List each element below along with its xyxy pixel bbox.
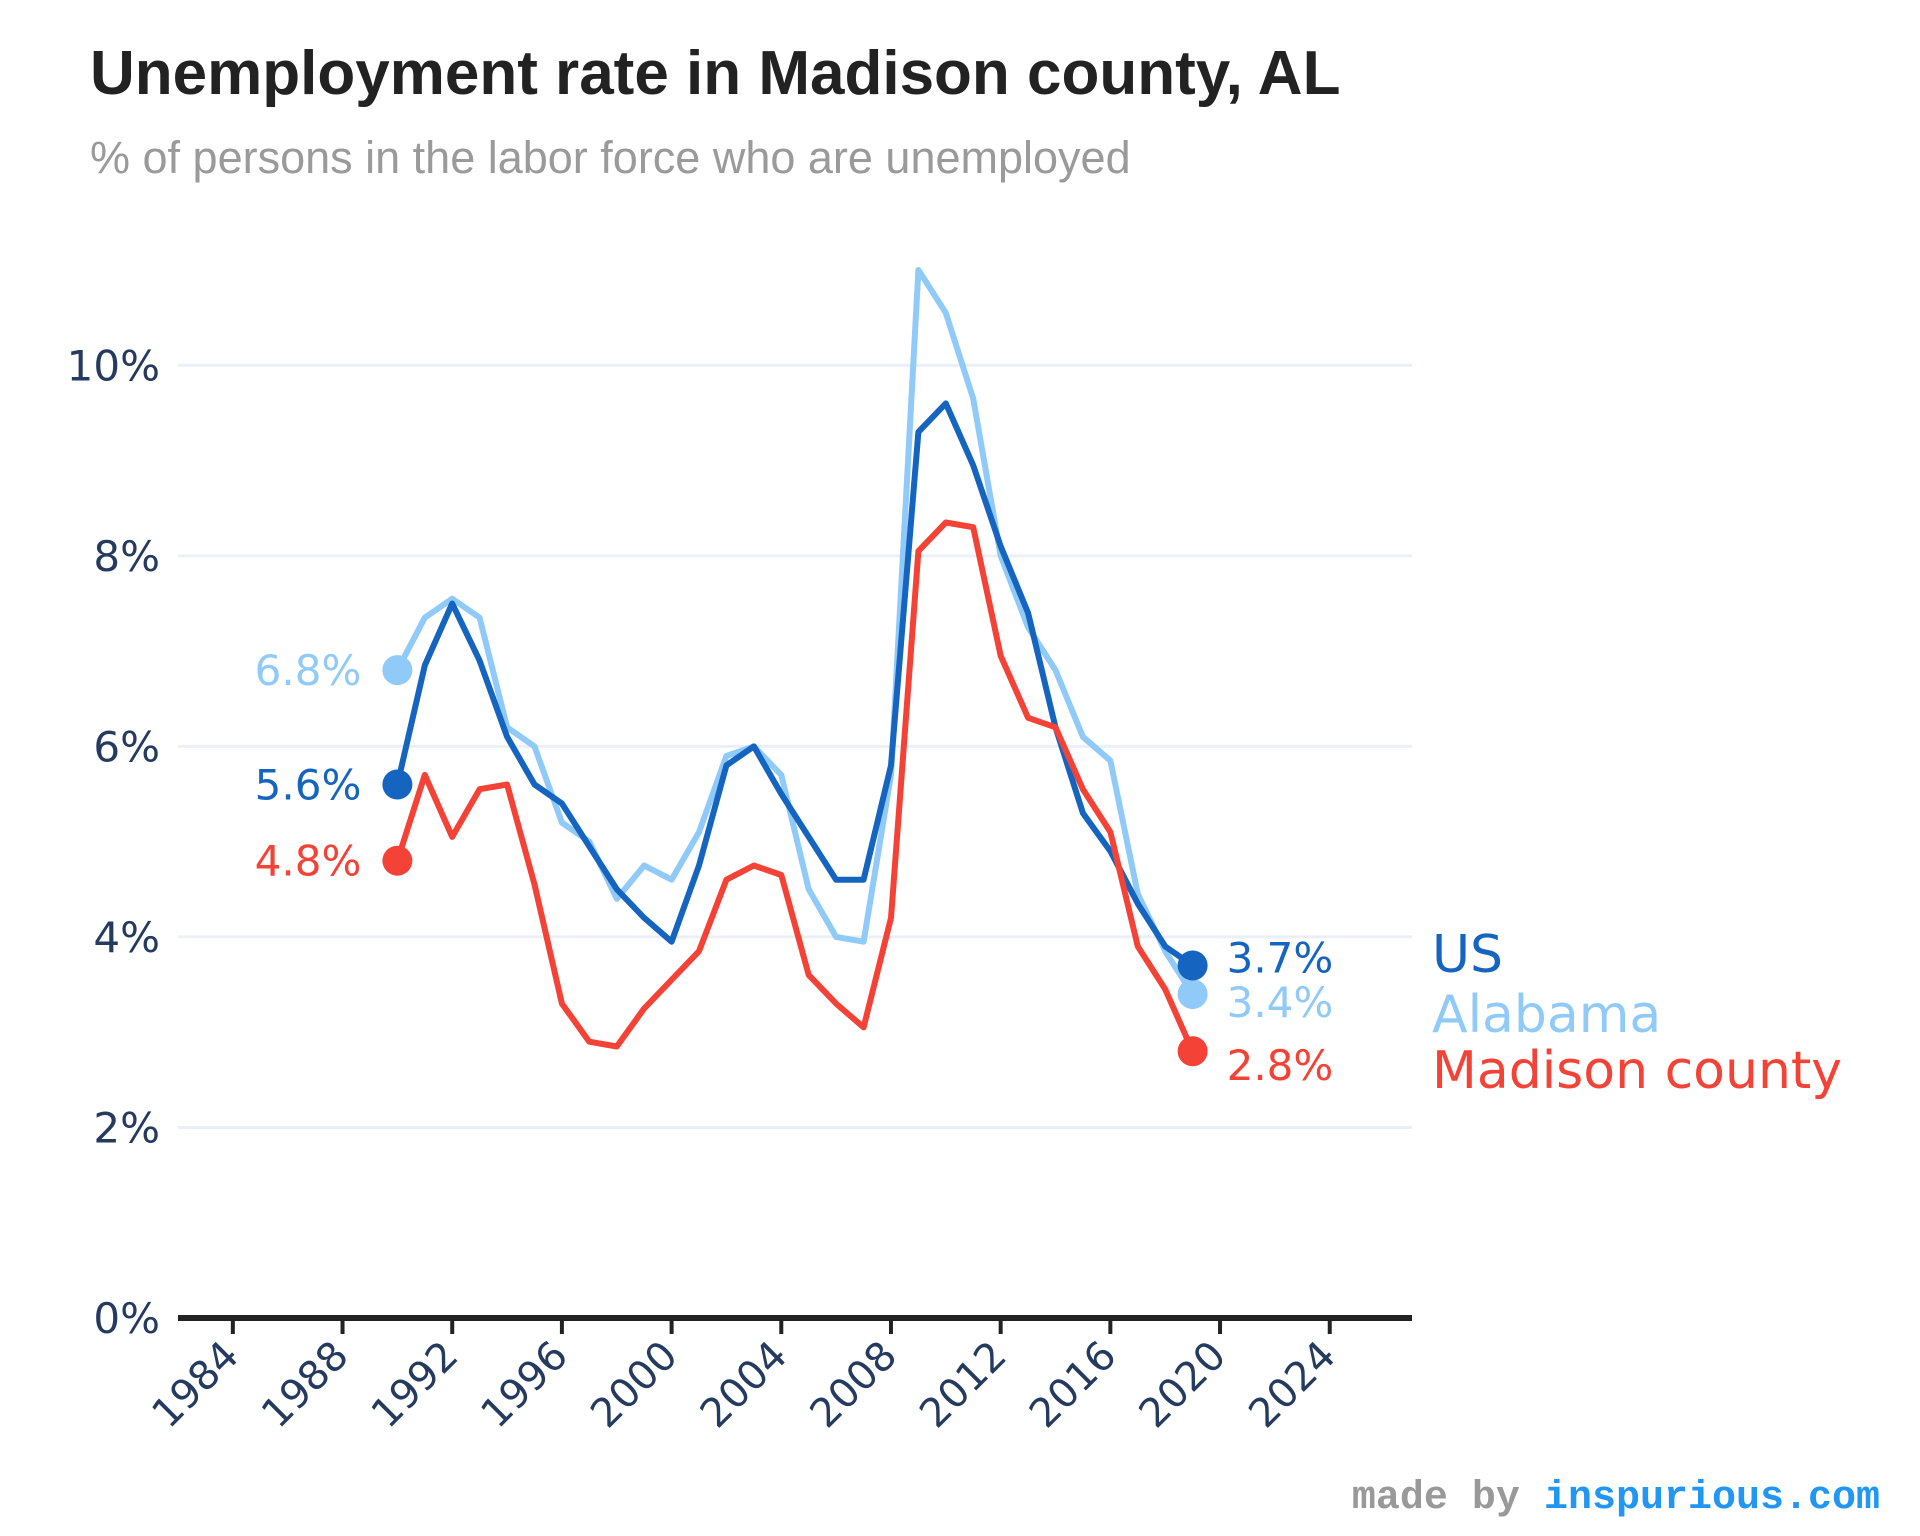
- end-value-label-alabama: 3.4%: [1227, 978, 1334, 1027]
- start-value-label-alabama: 6.8%: [255, 646, 362, 695]
- x-tick-label: 1996: [472, 1333, 577, 1438]
- end-value-label-madison-county: 2.8%: [1227, 1041, 1334, 1090]
- y-tick-label: 4%: [93, 913, 160, 962]
- x-tick-label: 2024: [1240, 1333, 1345, 1438]
- x-tick-label: 2020: [1131, 1333, 1236, 1438]
- y-tick-label: 2%: [93, 1103, 160, 1152]
- x-tick-label: 2012: [911, 1333, 1016, 1438]
- y-tick-label: 8%: [93, 532, 160, 581]
- x-tick-label: 2016: [1021, 1333, 1126, 1438]
- x-tick-label: 1988: [253, 1333, 358, 1438]
- end-marker-us: [1177, 950, 1208, 981]
- chart-subtitle: % of persons in the labor force who are …: [90, 132, 1131, 183]
- grid-lines: [178, 363, 1412, 1129]
- x-tick-label: 2000: [582, 1333, 687, 1438]
- end-value-label-us: 3.7%: [1227, 933, 1334, 982]
- credit-link[interactable]: inspurious.com: [1543, 1476, 1880, 1521]
- legend-item-alabama: Alabama: [1432, 985, 1661, 1045]
- legend-item-us: US: [1432, 925, 1503, 985]
- x-tick-label: 1992: [363, 1333, 468, 1438]
- series-line-alabama: [394, 267, 1196, 998]
- start-value-label-madison-county: 4.8%: [255, 837, 362, 886]
- end-marker-alabama: [1177, 979, 1208, 1010]
- value-labels: 6.8% 3.4% 5.6% 3.7% 4.8% 2.8%: [255, 646, 1334, 1090]
- start-marker-madison-county: [382, 845, 413, 876]
- credit-prefix: made by: [1351, 1476, 1544, 1521]
- y-tick-label: 10%: [67, 341, 160, 390]
- x-tick-label: 2004: [692, 1333, 797, 1438]
- start-marker-us: [382, 769, 413, 800]
- credit: made by inspurious.com: [1352, 1476, 1880, 1521]
- y-tick-label: 0%: [93, 1294, 160, 1343]
- chart-title: Unemployment rate in Madison county, AL: [90, 39, 1341, 108]
- series-lines: [382, 267, 1208, 1067]
- x-axis: 1984 1988 1992 1996 2000 2004 2008 2012 2016 2020…: [143, 1315, 1412, 1438]
- x-tick-label: 1984: [143, 1333, 248, 1438]
- series-line-madison-county: [394, 519, 1196, 1055]
- y-tick-label: 6%: [93, 722, 160, 771]
- legend-item-madison-county: Madison county: [1432, 1041, 1842, 1101]
- x-tick-label: 2008: [802, 1333, 907, 1438]
- series-line-us: [394, 400, 1196, 969]
- start-value-label-us: 5.6%: [255, 760, 362, 809]
- end-marker-madison-county: [1177, 1036, 1208, 1067]
- start-marker-alabama: [382, 655, 413, 686]
- y-axis: 0% 2% 4% 6% 8% 10%: [67, 341, 160, 1343]
